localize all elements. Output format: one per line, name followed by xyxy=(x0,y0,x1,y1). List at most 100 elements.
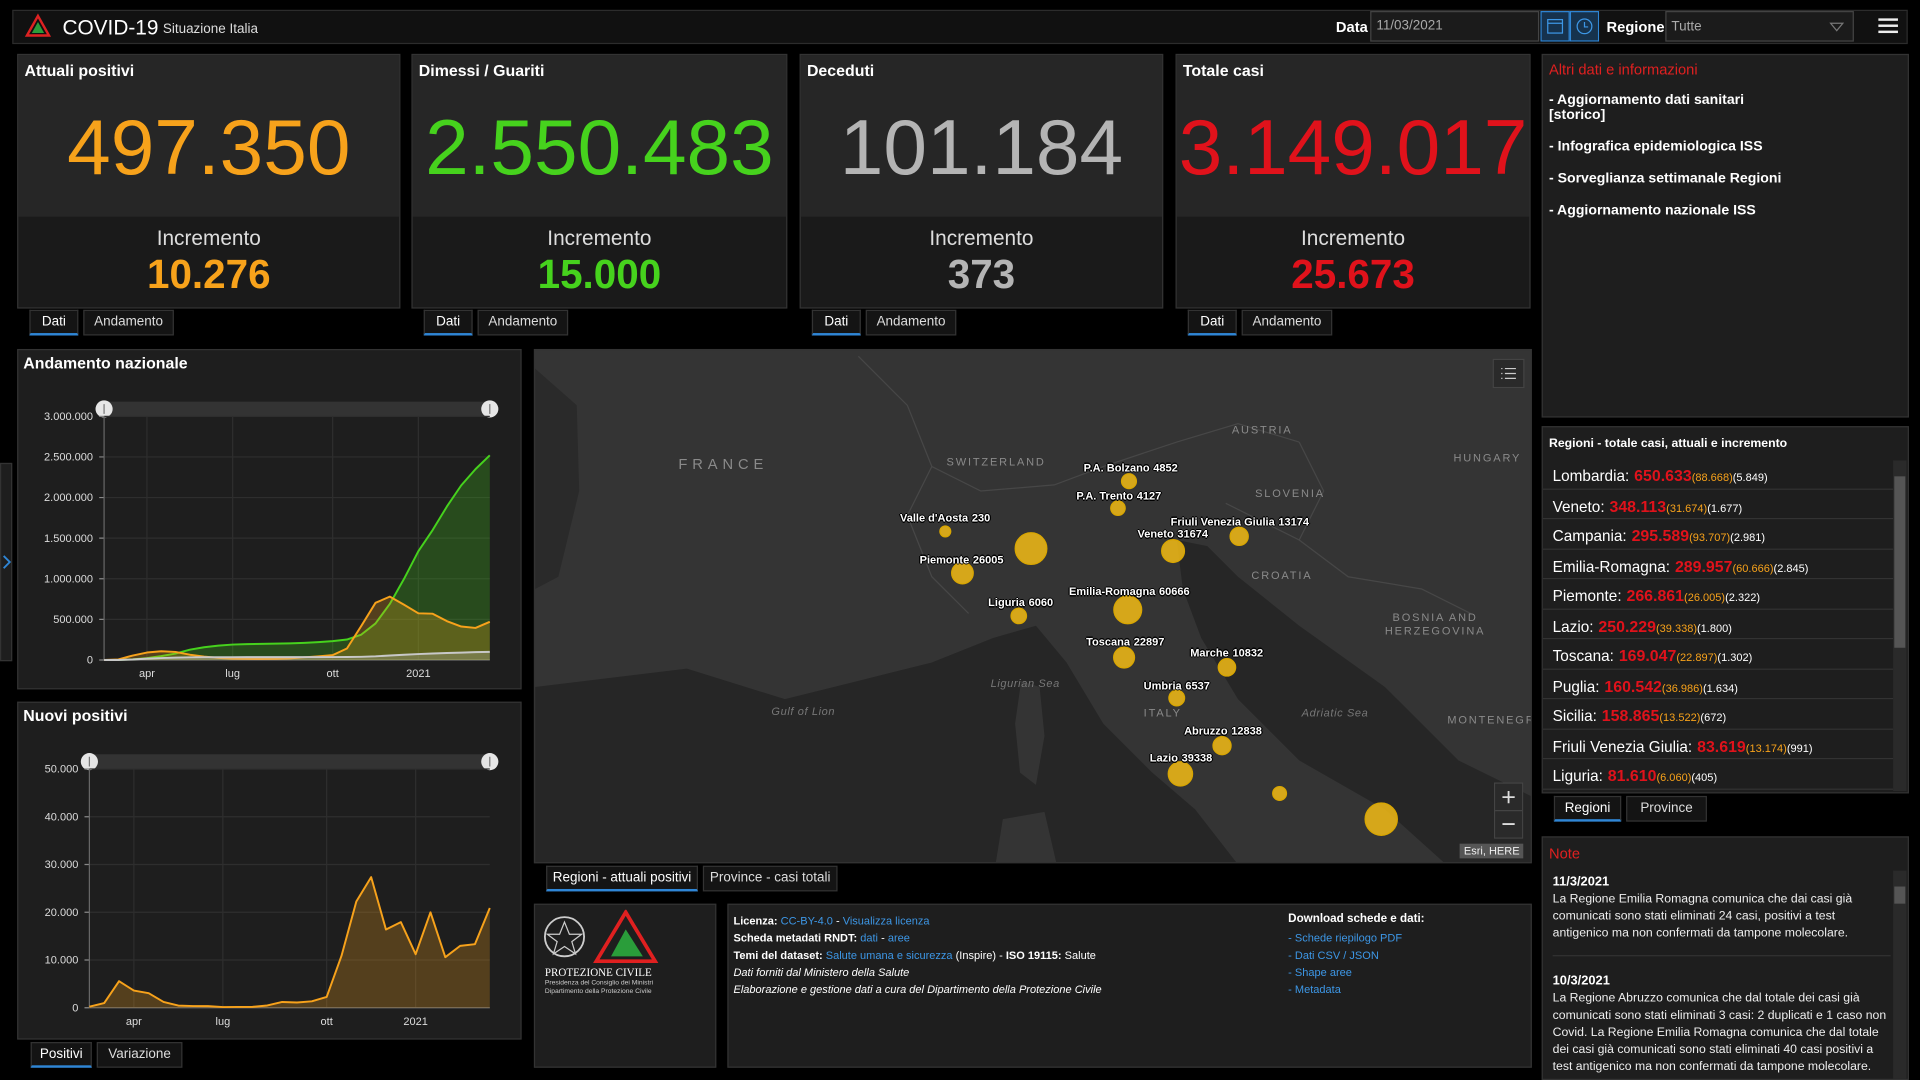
info-title: Altri dati e informazioni xyxy=(1548,61,1698,79)
download-link[interactable]: - Metadata xyxy=(1288,983,1341,996)
region-total: 348.113 xyxy=(1609,496,1667,515)
tab[interactable]: Province xyxy=(1626,795,1707,822)
scroll-thumb[interactable] xyxy=(1894,476,1906,648)
range-slider-track[interactable] xyxy=(104,401,490,417)
select-caret xyxy=(1829,22,1845,32)
chart-title: Andamento nazionale xyxy=(23,356,188,373)
info-link[interactable]: - Aggiornamento dati sanitari [storico] xyxy=(1548,93,1745,123)
map-bubble[interactable] xyxy=(1212,736,1232,756)
map[interactable]: Esri, HERE FRANCE SWITZERLAND AUSTRIA HUNGA… xyxy=(533,348,1532,864)
y-tick-label: 30.000 xyxy=(45,859,79,871)
tab[interactable]: Dati xyxy=(29,309,79,336)
download-link[interactable]: - Dati CSV / JSON xyxy=(1288,948,1379,962)
map-bubble[interactable] xyxy=(1364,802,1398,836)
download-link[interactable]: - Schede riepilogo PDF xyxy=(1288,931,1403,945)
map-bubble[interactable] xyxy=(1110,500,1126,517)
map-bubble[interactable] xyxy=(1168,689,1186,707)
map-bubble[interactable] xyxy=(1120,473,1138,490)
license-line: Scheda metadati RNDT: dati - aree xyxy=(733,929,1101,946)
region-row: Veneto: 348.113(31.674)(1.677) xyxy=(1542,489,1894,520)
license-link[interactable]: aree xyxy=(887,931,910,945)
region-row: Toscana: 169.047(22.897)(1.302) xyxy=(1542,639,1894,670)
info-link[interactable]: - Sorveglianza settimanale Regioni xyxy=(1548,171,1782,187)
map-bubble[interactable] xyxy=(1014,532,1048,566)
info-link[interactable]: - Aggiornamento nazionale ISS xyxy=(1548,203,1756,218)
map-bubble[interactable] xyxy=(1113,646,1136,669)
region-current: (36.986) xyxy=(1661,681,1703,694)
tab[interactable]: Dati xyxy=(1187,309,1237,336)
map-place-label: SWITZERLAND xyxy=(946,455,1046,468)
sea xyxy=(535,625,1237,863)
scrollbar[interactable] xyxy=(1893,870,1907,1079)
map-bubble[interactable] xyxy=(939,525,952,538)
y-tick-label: 50.000 xyxy=(45,764,79,776)
map-bubble-value: 12838 xyxy=(1231,724,1262,738)
region-row: Campania: 295.589(93.707)(2.981) xyxy=(1542,519,1894,550)
kpi-increment: 15.000 xyxy=(537,251,662,297)
map-bubble-label: Emilia-Romagna 60666 xyxy=(1069,585,1190,597)
map-bubble-name: Toscana xyxy=(1086,635,1131,648)
kpi-title: Attuali positivi xyxy=(24,61,135,80)
map-bubble[interactable] xyxy=(1010,607,1028,625)
map-bubble-label: Friuli Venezia Giulia 13174 xyxy=(1171,516,1309,528)
date-buttons[interactable] xyxy=(1540,11,1600,42)
license-link[interactable]: dati xyxy=(860,931,879,945)
region-increment: (672) xyxy=(1700,711,1727,724)
tab[interactable]: Dati xyxy=(423,309,473,336)
map-bubble-name: Marche xyxy=(1190,646,1229,659)
tab[interactable]: Province - casi totali xyxy=(702,865,838,892)
date-input[interactable]: 11/03/2021 xyxy=(1370,11,1540,42)
license-link[interactable]: CC-BY-4.0 xyxy=(780,914,833,927)
tab[interactable]: Variazione xyxy=(96,1042,183,1068)
logo-icon xyxy=(24,13,52,37)
license-link[interactable]: Visualizza licenza xyxy=(842,914,930,927)
license-text: Elaborazione e gestione dati a cura del … xyxy=(733,983,1102,996)
menu-button[interactable] xyxy=(1877,16,1899,36)
region-row: Sicilia: 158.865(13.522)(672) xyxy=(1542,699,1894,730)
region-increment: (2.845) xyxy=(1773,561,1809,574)
header-subtitle: Situazione Italia xyxy=(162,22,258,37)
download-link[interactable]: - Shape aree xyxy=(1288,966,1352,979)
notes-title: Note xyxy=(1548,844,1581,863)
tab[interactable]: Regioni xyxy=(1553,795,1622,822)
layer-list-icon xyxy=(1501,367,1516,379)
info-link[interactable]: - Infografica epidemiologica ISS xyxy=(1548,139,1763,155)
tab[interactable]: Andamento xyxy=(83,309,174,336)
map-bubble[interactable] xyxy=(1229,526,1249,547)
region-name: Toscana: xyxy=(1552,647,1614,665)
map-bubble[interactable] xyxy=(1272,785,1288,801)
region-current: (88.668) xyxy=(1691,471,1733,484)
map-bubble[interactable] xyxy=(1113,595,1143,625)
tab[interactable]: Dati xyxy=(811,309,861,336)
chart: Nuovi positivi 0 10.000 20.000 30.000 40.000 5… xyxy=(23,708,499,1028)
kpi-top xyxy=(18,55,400,217)
x-tick-label: apr xyxy=(139,668,155,680)
note-text: La Regione Abruzzo comunica che dal tota… xyxy=(1552,991,1887,1074)
logo-line: Dipartimento della Protezione Civile xyxy=(544,988,652,996)
note-text: La Regione Emilia Romagna comunica che d… xyxy=(1552,892,1853,941)
side-toggle[interactable] xyxy=(0,462,13,662)
map-bubble[interactable] xyxy=(1161,538,1186,564)
y-tick-label: 40.000 xyxy=(45,811,79,823)
region-increment: (1.800) xyxy=(1697,621,1732,634)
tab[interactable]: Andamento xyxy=(1241,309,1333,336)
tab[interactable]: Positivi xyxy=(30,1042,92,1068)
region-current: (93.707) xyxy=(1689,531,1731,544)
tab[interactable]: Regioni - attuali positivi xyxy=(546,865,698,892)
map-place-label: SLOVENIA xyxy=(1255,487,1325,500)
tab[interactable]: Andamento xyxy=(477,309,569,336)
region-select[interactable]: Tutte xyxy=(1665,11,1854,42)
map-bubble[interactable] xyxy=(1167,761,1194,787)
map-bubble[interactable] xyxy=(1217,658,1237,677)
x-tick-label: ott xyxy=(321,1016,333,1028)
tab[interactable]: Andamento xyxy=(865,309,957,336)
map-bubble-label: Lazio 39338 xyxy=(1150,752,1213,764)
scroll-thumb[interactable] xyxy=(1894,886,1906,904)
range-slider-track[interactable] xyxy=(89,754,490,769)
license-text: Temi del dataset: xyxy=(733,948,826,962)
map-bubble[interactable] xyxy=(951,561,974,585)
license-link[interactable]: Salute umana e sicurezza xyxy=(825,948,953,962)
kpi-title: Totale casi xyxy=(1182,61,1264,80)
zoom-buttons[interactable] xyxy=(1493,782,1524,839)
